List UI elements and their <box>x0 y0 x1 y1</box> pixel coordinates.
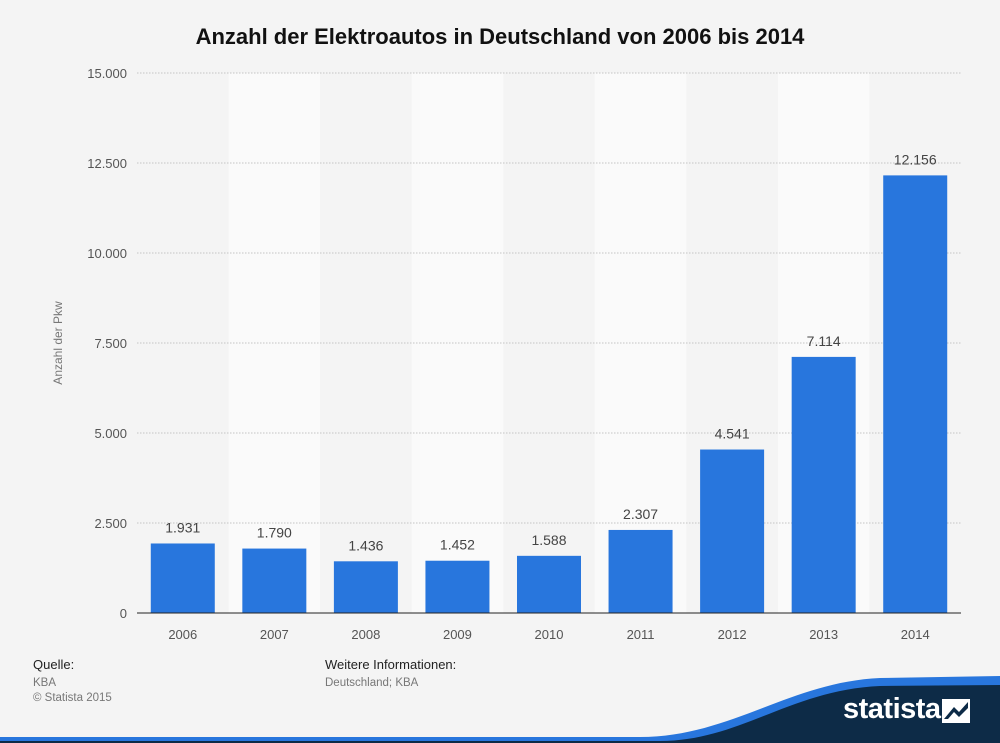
x-tick-labels: 2006 2007 2008 2009 2010 2011 2012 2013 2014 <box>168 627 929 642</box>
y-tick-label: 2.500 <box>94 516 127 531</box>
y-tick-label: 7.500 <box>94 336 127 351</box>
data-label: 1.436 <box>348 537 383 553</box>
bar[interactable] <box>150 543 215 613</box>
y-tick-label: 12.500 <box>87 156 127 171</box>
x-tick-label: 2010 <box>535 627 564 642</box>
statista-logo[interactable]: statista <box>843 693 941 725</box>
y-axis-label: Anzahl der Pkw <box>51 301 65 385</box>
x-tick-label: 2014 <box>901 627 930 642</box>
x-tick-label: 2011 <box>627 627 655 642</box>
x-tick-label: 2008 <box>351 627 380 642</box>
plot-band <box>228 73 321 613</box>
bar[interactable] <box>791 356 856 613</box>
y-tick-label: 15.000 <box>87 66 127 81</box>
y-tick-label: 5.000 <box>94 426 127 441</box>
info-value: Deutschland; KBA <box>325 677 419 689</box>
y-tick-labels: 0 2.500 5.000 7.500 10.000 12.500 15.000 <box>87 66 127 621</box>
info-label: Weitere Informationen: <box>325 657 457 672</box>
x-tick-label: 2006 <box>168 627 197 642</box>
bar[interactable] <box>517 555 581 613</box>
bar[interactable] <box>608 529 673 613</box>
chart-title: Anzahl der Elektroautos in Deutschland v… <box>195 24 805 49</box>
data-label: 7.114 <box>807 333 841 349</box>
source-label: Quelle: <box>33 657 75 672</box>
data-label: 1.588 <box>531 532 566 548</box>
bar[interactable] <box>700 449 765 613</box>
data-label: 1.452 <box>440 537 475 553</box>
bar[interactable] <box>883 175 948 613</box>
data-label: 12.156 <box>894 151 937 167</box>
bar[interactable] <box>425 560 490 613</box>
statista-logo-icon <box>942 699 970 723</box>
y-tick-label: 0 <box>120 606 127 621</box>
bar[interactable] <box>333 561 398 613</box>
data-label: 4.541 <box>715 426 750 442</box>
source-value: KBA <box>33 677 57 689</box>
bar[interactable] <box>242 548 307 613</box>
bars <box>150 175 948 613</box>
copyright-text: © Statista 2015 <box>33 692 112 704</box>
x-tick-label: 2012 <box>718 627 747 642</box>
data-label: 2.307 <box>623 506 658 522</box>
gridlines <box>137 72 961 524</box>
value-labels: 1.931 1.790 1.436 1.452 1.588 2.307 4.541 7.114… <box>165 151 937 553</box>
data-label: 1.931 <box>165 519 200 535</box>
y-tick-label: 10.000 <box>87 246 127 261</box>
data-label: 1.790 <box>257 525 292 541</box>
x-tick-label: 2013 <box>809 627 838 642</box>
x-tick-label: 2009 <box>443 627 472 642</box>
x-tick-label: 2007 <box>260 627 289 642</box>
plot-band <box>411 73 504 613</box>
